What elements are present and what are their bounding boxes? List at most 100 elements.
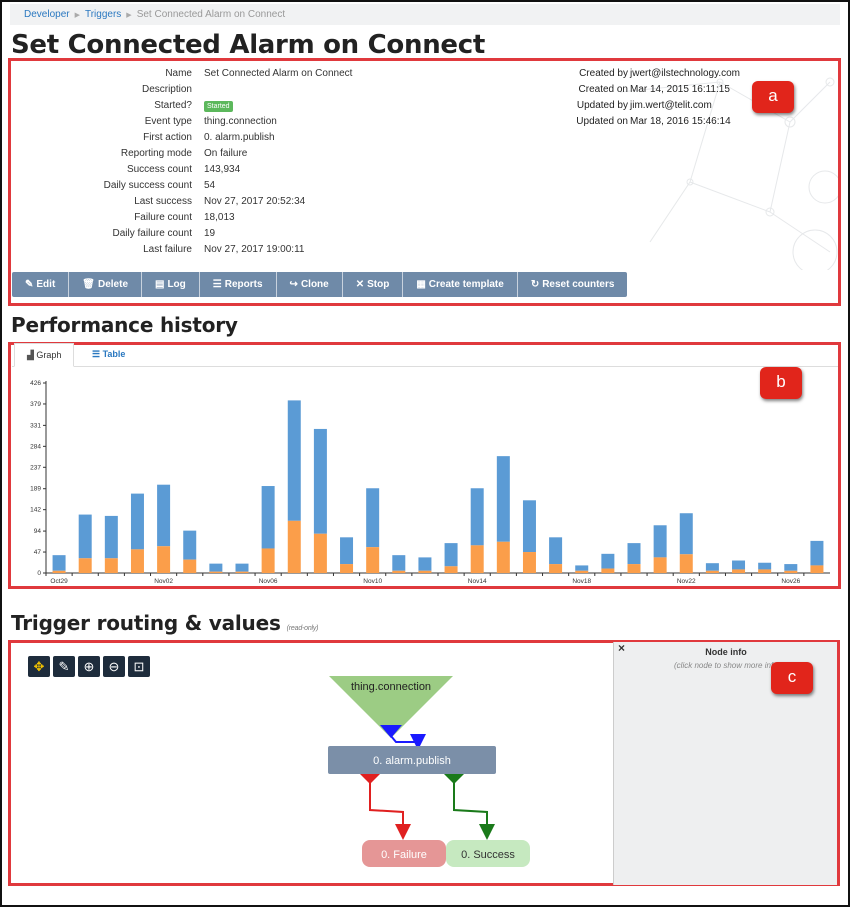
y-tick-label: 94 [34, 528, 42, 535]
bar-failure[interactable] [418, 570, 432, 573]
bar-failure[interactable] [313, 533, 327, 573]
routing-title-text: Trigger routing & values [11, 611, 281, 635]
property-key: First action [143, 132, 192, 143]
bar-success[interactable] [444, 543, 458, 567]
bar-success[interactable] [130, 493, 144, 550]
bar-success[interactable] [522, 500, 536, 553]
bar-failure[interactable] [287, 520, 301, 573]
bar-failure[interactable] [653, 557, 667, 573]
bar-failure[interactable] [78, 558, 92, 573]
bar-success[interactable] [313, 428, 327, 534]
bar-success[interactable] [392, 555, 406, 571]
bar-success[interactable] [235, 563, 249, 572]
x-tick-label: Nov02 [154, 578, 173, 585]
x-tick-label: Nov22 [677, 578, 696, 585]
event-node[interactable]: thing.connection [329, 676, 453, 738]
bar-success[interactable] [78, 514, 92, 559]
delete-button[interactable]: 🗑 Delete [69, 272, 142, 297]
callout-c: c [771, 662, 813, 694]
bar-success[interactable] [287, 400, 301, 521]
bar-failure[interactable] [209, 571, 223, 573]
bar-failure[interactable] [627, 564, 641, 573]
tab-graph[interactable]: ▟ Graph [14, 343, 75, 367]
bar-failure[interactable] [104, 558, 118, 573]
bar-failure[interactable] [732, 569, 746, 573]
bar-success[interactable] [104, 515, 118, 559]
property-key: Event type [144, 116, 192, 127]
log-button[interactable]: ▤ Log [142, 272, 200, 297]
bar-success[interactable] [496, 456, 510, 542]
bar-failure[interactable] [705, 570, 719, 573]
bar-failure[interactable] [235, 571, 249, 573]
bar-failure[interactable] [810, 565, 824, 573]
bar-success[interactable] [601, 553, 615, 569]
action-node[interactable]: 0. alarm.publish [328, 746, 496, 784]
reports-button[interactable]: ☰ Reports [199, 272, 277, 297]
bar-success[interactable] [470, 488, 484, 546]
bar-success[interactable] [758, 562, 772, 570]
property-value-text: Nov 27, 2017 19:00:11 [204, 244, 305, 255]
list-icon: ☰ [92, 349, 103, 359]
edit-button[interactable]: ✎ Edit [12, 272, 70, 297]
bar-success[interactable] [705, 563, 719, 571]
bar-success[interactable] [261, 486, 275, 549]
bar-failure[interactable] [183, 559, 197, 573]
pencil-icon[interactable]: ✎ [53, 656, 75, 677]
bar-success[interactable] [784, 564, 798, 571]
failure-node[interactable]: 0. Failure [362, 840, 446, 867]
bar-success[interactable] [157, 484, 171, 547]
button-label: Create template [428, 279, 504, 290]
success-node[interactable]: 0. Success [446, 840, 530, 867]
close-icon[interactable]: × [618, 641, 626, 655]
create-template-button[interactable]: ▦ Create template [403, 272, 518, 297]
reset-counters-button[interactable]: ↻ Reset counters [517, 272, 628, 297]
property-value: Set Connected Alarm on Connect [204, 66, 352, 82]
button-label: Edit [36, 279, 56, 290]
bar-failure[interactable] [130, 549, 144, 573]
bar-failure[interactable] [784, 570, 798, 573]
property-value: On failure [204, 146, 247, 162]
stop-button[interactable]: ✕ Stop [342, 272, 404, 297]
zoom-in-icon[interactable]: ⊕ [78, 656, 100, 677]
breadcrumb-triggers[interactable]: Triggers [84, 9, 122, 20]
bar-failure[interactable] [470, 545, 484, 573]
bar-success[interactable] [679, 513, 693, 555]
bar-success[interactable] [732, 560, 746, 570]
move-icon[interactable]: ✥ [28, 656, 50, 677]
bar-success[interactable] [575, 565, 589, 571]
bar-success[interactable] [52, 555, 66, 571]
bar-failure[interactable] [261, 548, 275, 573]
clone-button[interactable]: ↪ Clone [276, 272, 343, 297]
property-value-text: 0. alarm.publish [204, 132, 275, 143]
bar-failure[interactable] [157, 546, 171, 573]
zoom-out-icon[interactable]: ⊖ [103, 656, 125, 677]
property-key: Started? [154, 100, 192, 111]
bar-failure[interactable] [679, 554, 693, 573]
bar-success[interactable] [183, 530, 197, 560]
bar-failure[interactable] [575, 570, 589, 573]
bar-failure[interactable] [496, 541, 510, 573]
bar-success[interactable] [366, 488, 380, 548]
bar-failure[interactable] [340, 564, 354, 573]
fit-icon[interactable]: ⊡ [128, 656, 150, 677]
bar-success[interactable] [549, 537, 563, 565]
breadcrumb-developer[interactable]: Developer [24, 9, 70, 20]
y-tick-label: 284 [30, 443, 41, 450]
bar-failure[interactable] [444, 566, 458, 573]
bar-success[interactable] [418, 557, 432, 571]
tab-table[interactable]: ☰ Table [80, 343, 137, 367]
bar-success[interactable] [810, 540, 824, 566]
bar-failure[interactable] [601, 568, 615, 573]
bar-failure[interactable] [366, 547, 380, 573]
bar-failure[interactable] [392, 570, 406, 573]
bar-failure[interactable] [52, 570, 66, 573]
bar-success[interactable] [653, 525, 667, 558]
bar-failure[interactable] [522, 552, 536, 573]
button-label: Reset counters [542, 279, 615, 290]
bar-success[interactable] [209, 563, 223, 572]
bar-failure[interactable] [549, 564, 563, 573]
property-key: Daily failure count [112, 228, 192, 239]
bar-failure[interactable] [758, 569, 772, 573]
bar-success[interactable] [340, 537, 354, 565]
bar-success[interactable] [627, 543, 641, 565]
